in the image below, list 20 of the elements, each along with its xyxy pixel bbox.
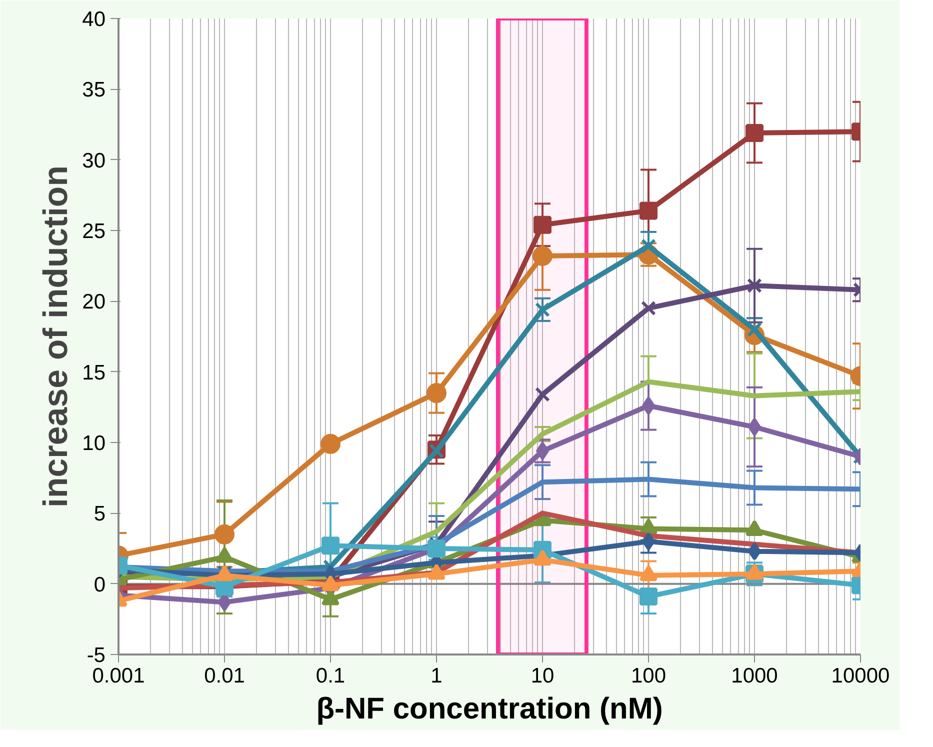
- y-tick-label: 35: [82, 78, 106, 102]
- y-tick-label: 0: [94, 573, 106, 596]
- x-tick-label: 1000: [731, 664, 778, 688]
- y-axis-title: increase of induction: [37, 166, 76, 508]
- x-tick-label: 100: [630, 664, 666, 688]
- x-tick-label: 10: [530, 664, 554, 688]
- y-tick-label: 40: [82, 8, 106, 31]
- y-tick-label: 5: [94, 502, 106, 526]
- x-tick-label: 0.01: [204, 664, 245, 688]
- y-tick-label: 30: [82, 149, 106, 172]
- x-tick-label: 0.001: [92, 664, 145, 688]
- x-tick-label: 0.1: [316, 664, 346, 688]
- x-axis-title: β-NF concentration (nM): [316, 692, 663, 726]
- y-tick-label: -5: [86, 644, 106, 667]
- x-tick-label: 10000: [831, 664, 890, 688]
- y-tick-label: 20: [82, 290, 106, 314]
- y-tick-label: 15: [82, 361, 106, 384]
- y-tick-label: 25: [82, 220, 106, 243]
- x-tick-label: 1: [430, 664, 442, 688]
- y-tick-label: 10: [82, 432, 106, 455]
